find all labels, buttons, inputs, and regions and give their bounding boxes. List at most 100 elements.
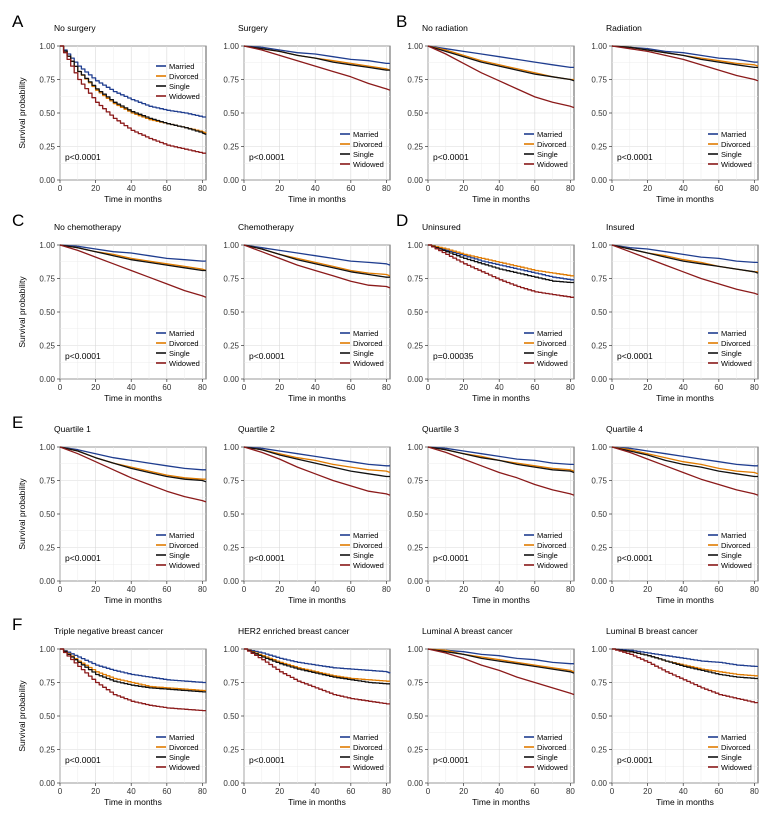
legend-label: Married [537,329,562,338]
y-tick-label: 0.00 [223,375,239,384]
panel-title: Luminal B breast cancer [606,626,698,636]
series-line-single [428,244,574,284]
series-line-divorced [428,244,574,277]
series-line-single [59,244,206,272]
x-tick-label: 20 [91,585,100,594]
y-tick-label: 1.00 [407,241,423,250]
legend-label: Widowed [169,92,200,101]
x-tick-label: 40 [311,787,320,796]
legend-label: Single [169,551,190,560]
legend-label: Single [537,753,558,762]
y-tick-label: 0.75 [223,679,239,688]
series-line-widowed [427,648,575,696]
legend-label: Married [169,733,194,742]
x-tick-label: 80 [198,787,207,796]
series-line-widowed [60,648,206,712]
x-tick-label: 0 [610,184,615,193]
x-axis-label: Time in months [656,595,714,605]
panel-title: Insured [606,222,635,232]
p-value: p<0.0001 [65,351,101,361]
panel-title: Surgery [238,23,269,33]
legend-label: Married [721,531,746,540]
series-line-widowed [612,648,758,704]
y-tick-label: 1.00 [591,241,607,250]
y-tick-label: 1.00 [39,42,55,51]
panel-5: C No chemotherapy 0.00 0.25 0.50 0.75 1.00 0 20 4… [12,211,207,403]
x-tick-label: 60 [346,184,355,193]
y-tick-label: 0.75 [39,679,55,688]
y-tick-label: 0.25 [223,342,239,351]
legend-label: Divorced [537,541,567,550]
x-tick-label: 0 [610,787,615,796]
grid [427,45,574,181]
series-line-married [427,648,574,665]
legend-label: Divorced [721,743,751,752]
y-axis-label: Survival probability [17,478,27,550]
y-tick-label: 1.00 [39,443,55,452]
x-tick-label: 60 [714,184,723,193]
p-value: p=0.00035 [433,351,474,361]
y-tick-label: 0.00 [591,176,607,185]
x-axis-label: Time in months [472,393,530,403]
y-axis-label: Survival probability [17,276,27,348]
series-line-divorced [427,648,575,673]
x-tick-label: 20 [91,184,100,193]
y-tick-label: 0.50 [223,308,239,317]
x-tick-label: 60 [530,184,539,193]
y-tick-label: 1.00 [223,42,239,51]
legend-label: Single [721,551,742,560]
legend-label: Divorced [353,140,383,149]
x-tick-label: 20 [459,184,468,193]
y-tick-label: 0.50 [39,510,55,519]
y-tick-label: 0.00 [223,176,239,185]
panel-letter: A [12,12,24,31]
x-tick-label: 0 [610,383,615,392]
x-tick-label: 80 [382,184,391,193]
y-tick-label: 0.00 [39,779,55,788]
x-tick-label: 40 [127,184,136,193]
x-tick-label: 40 [311,585,320,594]
series-line-married [59,446,206,471]
grid [59,244,206,380]
series-line-single [243,45,390,71]
x-tick-label: 80 [566,787,575,796]
y-tick-label: 0.25 [407,544,423,553]
panel-title: No radiation [422,23,468,33]
x-tick-label: 60 [530,585,539,594]
y-tick-label: 0.50 [223,712,239,721]
series-line-widowed [611,244,759,296]
y-tick-label: 1.00 [407,42,423,51]
y-tick-label: 0.50 [223,109,239,118]
panel-title: Quartile 1 [54,424,91,434]
x-tick-label: 40 [495,184,504,193]
x-tick-label: 20 [275,383,284,392]
x-tick-label: 0 [426,383,431,392]
legend-label: Married [537,130,562,139]
panel-letter: C [12,211,24,230]
y-tick-label: 0.00 [591,779,607,788]
y-tick-label: 0.00 [591,577,607,586]
x-tick-label: 20 [643,383,652,392]
y-tick-label: 0.00 [39,375,55,384]
y-tick-label: 0.25 [591,746,607,755]
x-tick-label: 80 [566,585,575,594]
x-tick-label: 20 [643,585,652,594]
legend-label: Divorced [169,541,199,550]
y-tick-label: 0.00 [407,577,423,586]
series-line-widowed [244,648,390,705]
y-tick-label: 0.25 [39,544,55,553]
legend-label: Widowed [169,561,200,570]
x-tick-label: 80 [750,184,759,193]
legend-label: Divorced [169,72,199,81]
x-axis-label: Time in months [656,194,714,204]
panel-title: No surgery [54,23,96,33]
series-line-widowed [428,244,574,298]
x-tick-label: 60 [714,787,723,796]
